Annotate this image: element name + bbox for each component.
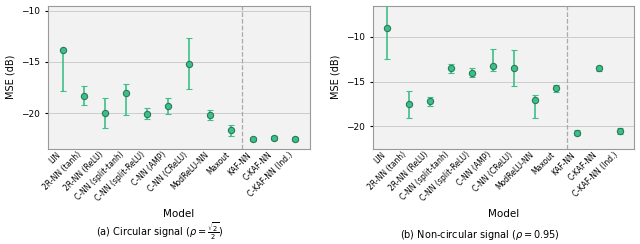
Text: (a) Circular signal ($\rho = \frac{\sqrt{2}}{2}$): (a) Circular signal ($\rho = \frac{\sqrt… bbox=[96, 220, 224, 242]
Y-axis label: MSE (dB): MSE (dB) bbox=[6, 55, 15, 99]
Text: (b) Non-circular signal ($\rho = 0.95$): (b) Non-circular signal ($\rho = 0.95$) bbox=[400, 228, 560, 242]
Y-axis label: MSE (dB): MSE (dB) bbox=[330, 55, 340, 99]
X-axis label: Model: Model bbox=[163, 209, 195, 219]
X-axis label: Model: Model bbox=[488, 209, 519, 219]
